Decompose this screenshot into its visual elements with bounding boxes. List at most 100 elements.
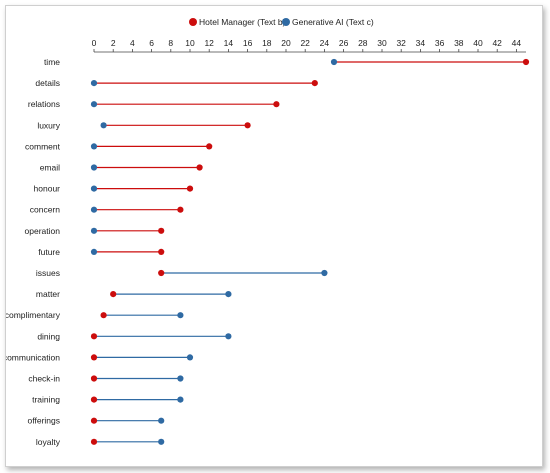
hotel-manager-point [90,354,98,361]
x-tick-label: 42 [492,38,502,48]
x-tick-label: 22 [300,38,310,48]
hotel-manager-point [522,58,530,66]
x-tick-label: 14 [224,38,234,48]
row-issues: issues [36,268,328,278]
category-label: communication [6,352,60,362]
hotel-manager-point [100,312,107,319]
x-tick-label: 34 [416,38,426,48]
generative-ai-point [158,417,165,424]
category-label: email [40,163,60,173]
category-label: comment [25,141,61,151]
category-label: check-in [28,374,60,384]
generative-ai-point [90,185,98,192]
row-honour: honour [34,184,194,194]
category-label: relations [28,99,60,109]
generative-ai-point [177,312,184,319]
generative-ai-point [177,396,184,403]
category-label: future [38,247,60,257]
row-dining: dining [37,331,232,341]
legend-label-generative-ai: Generative AI (Text c) [292,17,374,27]
x-tick-label: 6 [149,38,154,48]
row-complimentary: complimentary [6,310,184,320]
category-label: concern [30,205,61,215]
category-label: loyalty [36,437,61,447]
x-tick-label: 40 [473,38,483,48]
generative-ai-point [330,58,338,66]
hotel-manager-point [90,417,98,424]
hotel-manager-point [186,185,194,192]
row-communication: communication [6,352,194,362]
generative-ai-point [90,143,98,150]
category-label: time [44,57,60,67]
hotel-manager-point [196,164,203,171]
row-loyalty: loyalty [36,437,165,447]
x-tick-label: 20 [281,38,291,48]
row-check-in: check-in [28,374,184,384]
row-matter: matter [36,289,232,299]
x-tick-label: 26 [339,38,349,48]
category-label: luxury [37,120,60,130]
hotel-manager-point [90,333,98,340]
dumbbell-chart: Hotel Manager (Text b) Generative AI (Tex… [6,17,530,447]
row-comment: comment [25,141,213,151]
generative-ai-point [100,122,107,129]
x-tick-label: 36 [435,38,445,48]
x-tick-label: 32 [396,38,406,48]
x-tick-label: 2 [111,38,116,48]
row-luxury: luxury [37,120,251,130]
category-label: training [32,395,60,405]
category-label: operation [25,226,61,236]
row-email: email [40,163,203,173]
legend-label-hotel-manager: Hotel Manager (Text b) [199,17,286,27]
x-tick-label: 12 [204,38,214,48]
row-time: time [44,57,530,67]
generative-ai-point [90,164,98,171]
hotel-manager-point [90,438,98,445]
x-tick-label: 18 [262,38,272,48]
hotel-manager-point [158,269,165,277]
row-relations: relations [28,99,280,109]
x-tick-label: 0 [92,38,97,48]
row-training: training [32,395,184,405]
generative-ai-point [186,354,194,361]
legend-marker-generative-ai [282,18,290,26]
plot-rows: time details relations luxury comment email ho… [6,57,530,447]
x-tick-label: 24 [320,38,330,48]
category-label: offerings [28,416,60,426]
category-label: matter [36,289,60,299]
x-tick-label: 38 [454,38,464,48]
legend: Hotel Manager (Text b) Generative AI (Tex… [189,17,374,27]
category-label: honour [34,184,61,194]
generative-ai-point [321,269,328,277]
hotel-manager-point [244,122,251,129]
row-operation: operation [25,226,165,236]
x-tick-label: 30 [377,38,387,48]
x-tick-label: 16 [243,38,253,48]
generative-ai-point [225,333,232,340]
chart-frame: Hotel Manager (Text b) Generative AI (Tex… [5,5,543,467]
hotel-manager-point [206,143,213,150]
category-label: details [35,78,60,88]
hotel-manager-point [90,396,98,403]
category-label: dining [37,331,60,341]
x-axis: 0 2 4 6 8 10 12 14 16 18 20 22 24 26 28 30 32 34 36 38 40 42 4… [92,38,526,53]
hotel-manager-point [311,80,318,87]
hotel-manager-point [158,248,165,255]
row-future: future [38,247,165,257]
category-label: complimentary [6,310,61,320]
hotel-manager-point [90,375,98,382]
x-tick-label: 4 [130,38,135,48]
generative-ai-point [158,438,165,445]
generative-ai-point [90,101,98,108]
legend-marker-hotel-manager [189,18,197,26]
x-tick-label: 28 [358,38,368,48]
x-tick-label: 10 [185,38,195,48]
generative-ai-point [90,248,98,255]
x-tick-label: 8 [168,38,173,48]
category-label: issues [36,268,60,278]
hotel-manager-point [110,291,117,298]
generative-ai-point [90,80,98,87]
generative-ai-point [90,227,98,234]
row-details: details [35,78,318,88]
generative-ai-point [225,291,232,298]
